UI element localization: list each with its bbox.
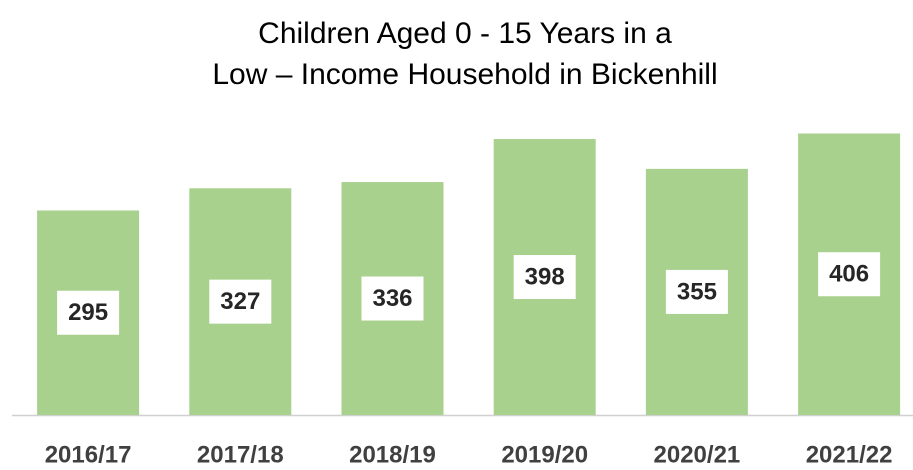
value-label: 398 (525, 263, 565, 290)
x-tick-label: 2016/17 (45, 441, 132, 468)
value-label: 327 (220, 288, 260, 315)
x-tick-label: 2020/21 (654, 441, 741, 468)
value-label-box (665, 269, 728, 314)
value-label: 295 (68, 299, 108, 326)
x-tick-label: 2019/20 (501, 441, 588, 468)
chart-title: Children Aged 0 - 15 Years in a (258, 17, 672, 50)
value-label: 355 (677, 278, 717, 305)
x-tick-label: 2021/22 (806, 441, 893, 468)
chart-title: Low – Income Household in Bickenhill (212, 58, 717, 91)
value-label: 336 (372, 285, 412, 312)
value-label-box (513, 255, 576, 300)
value-label-box (209, 279, 272, 324)
value-label-box (818, 252, 881, 297)
value-label-box (57, 290, 120, 335)
value-label-box (361, 276, 424, 321)
x-tick-label: 2018/19 (349, 441, 436, 468)
value-label: 406 (829, 261, 869, 288)
x-tick-label: 2017/18 (197, 441, 284, 468)
